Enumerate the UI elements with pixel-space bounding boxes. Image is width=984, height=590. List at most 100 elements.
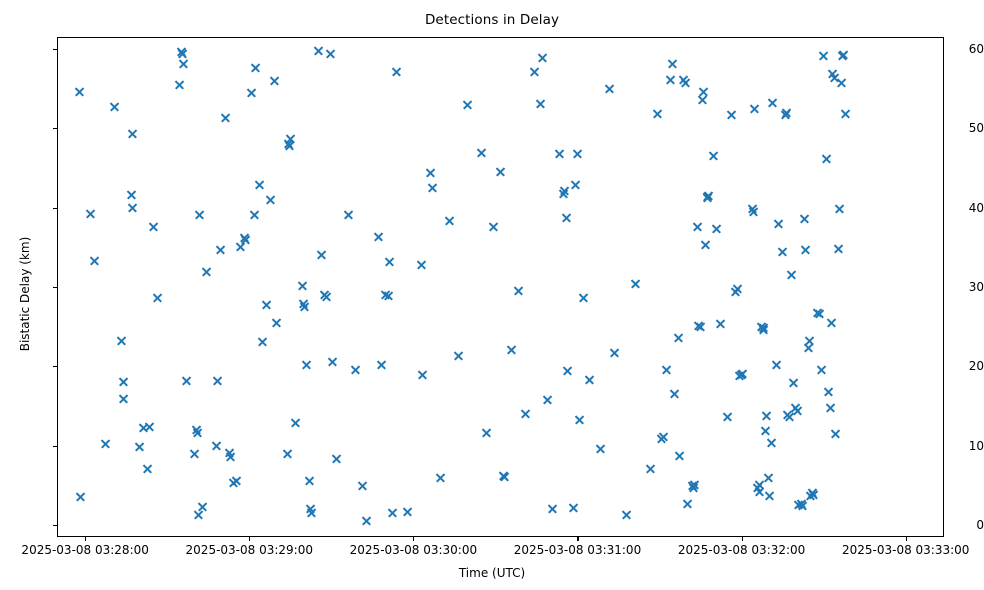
data-point xyxy=(667,58,678,69)
data-point xyxy=(826,317,837,328)
data-point xyxy=(142,463,153,474)
data-point xyxy=(177,48,188,59)
x-tick-label: 2025-03-08 03:33:00 xyxy=(841,543,970,557)
data-point xyxy=(127,202,138,213)
data-point xyxy=(562,365,573,376)
data-point xyxy=(116,335,127,346)
data-point xyxy=(488,221,499,232)
data-point xyxy=(808,489,819,500)
data-point xyxy=(298,298,309,309)
data-point xyxy=(174,79,185,90)
data-point xyxy=(537,52,548,63)
data-point xyxy=(425,167,436,178)
data-point xyxy=(529,66,540,77)
data-point xyxy=(838,49,849,60)
data-point xyxy=(109,101,120,112)
data-point xyxy=(703,190,714,201)
y-tick-label: 60 xyxy=(968,41,984,56)
x-tick-label: 2025-03-08 03:30:00 xyxy=(349,543,478,557)
data-point xyxy=(321,291,332,302)
data-point xyxy=(176,46,187,57)
data-point xyxy=(726,109,737,120)
data-point xyxy=(797,500,808,511)
data-point xyxy=(416,259,427,270)
data-point xyxy=(711,223,722,234)
x-tick-label: 2025-03-08 03:29:00 xyxy=(185,543,313,557)
data-point xyxy=(148,221,159,232)
x-tick-label: 2025-03-08 03:28:00 xyxy=(21,543,149,557)
data-point xyxy=(788,377,799,388)
data-point xyxy=(100,438,111,449)
data-point xyxy=(800,244,811,255)
x-tick-mark xyxy=(249,537,251,541)
data-point xyxy=(197,501,208,512)
data-point xyxy=(249,209,260,220)
data-point xyxy=(708,150,719,161)
data-point xyxy=(283,138,294,149)
data-point xyxy=(823,386,834,397)
data-point xyxy=(782,409,793,420)
data-point xyxy=(361,515,372,526)
data-point xyxy=(535,98,546,109)
data-point xyxy=(827,68,838,79)
y-tick-mark xyxy=(53,445,57,447)
data-point xyxy=(269,75,280,86)
data-point xyxy=(645,463,656,474)
data-point xyxy=(357,480,368,491)
data-point xyxy=(715,318,726,329)
data-point xyxy=(193,509,204,520)
data-point xyxy=(225,451,236,462)
data-point xyxy=(812,307,823,318)
data-point xyxy=(665,74,676,85)
data-point xyxy=(754,479,765,490)
data-point xyxy=(306,507,317,518)
data-point xyxy=(376,359,387,370)
data-point xyxy=(384,256,395,267)
data-point xyxy=(758,324,769,335)
data-point xyxy=(674,450,685,461)
data-point xyxy=(784,411,795,422)
data-point xyxy=(481,427,492,438)
data-point xyxy=(767,97,778,108)
data-point xyxy=(462,99,473,110)
data-point xyxy=(417,369,428,380)
data-point xyxy=(700,239,711,250)
data-point xyxy=(240,234,251,245)
data-point xyxy=(756,321,767,332)
data-point xyxy=(152,292,163,303)
data-point xyxy=(816,364,827,375)
data-point xyxy=(284,140,295,151)
data-point xyxy=(391,66,402,77)
data-point xyxy=(453,350,464,361)
data-point xyxy=(554,148,565,159)
data-point xyxy=(285,133,296,144)
data-point xyxy=(271,317,282,328)
x-tick-mark xyxy=(85,537,87,541)
data-point xyxy=(85,208,96,219)
data-point xyxy=(498,470,509,481)
data-point xyxy=(687,480,698,491)
data-point xyxy=(771,359,782,370)
data-point xyxy=(702,192,713,203)
data-point xyxy=(574,414,585,425)
data-point xyxy=(380,289,391,300)
data-point xyxy=(189,448,200,459)
data-point xyxy=(673,332,684,343)
data-point xyxy=(194,209,205,220)
data-point xyxy=(134,441,145,452)
data-point xyxy=(773,218,784,229)
data-point xyxy=(547,503,558,514)
plot-area xyxy=(57,37,944,537)
x-tick-mark xyxy=(413,537,415,541)
data-point xyxy=(689,479,700,490)
data-point xyxy=(656,433,667,444)
data-point xyxy=(821,153,832,164)
data-point xyxy=(327,356,338,367)
data-point xyxy=(780,109,791,120)
data-point xyxy=(805,490,816,501)
data-point xyxy=(814,308,825,319)
data-point xyxy=(282,448,293,459)
data-point xyxy=(752,482,763,493)
data-point xyxy=(178,58,189,69)
